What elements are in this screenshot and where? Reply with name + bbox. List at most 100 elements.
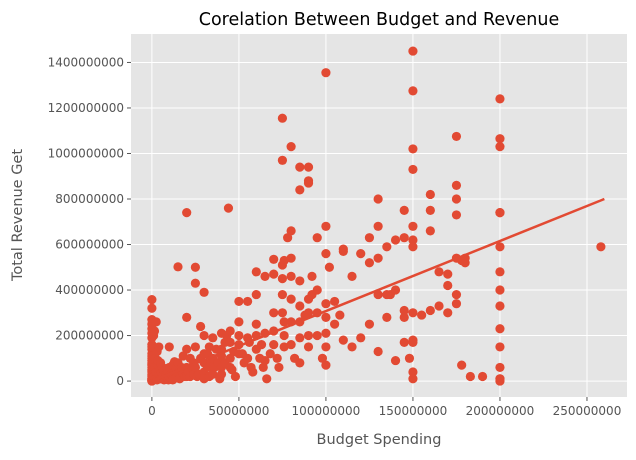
data-points	[147, 46, 606, 386]
scatter-point	[303, 162, 314, 172]
scatter-point	[303, 308, 314, 318]
scatter-point	[295, 162, 305, 172]
scatter-point	[495, 342, 505, 352]
scatter-point	[272, 353, 282, 363]
scatter-point	[321, 221, 331, 231]
scatter-point	[277, 308, 288, 318]
scatter-point	[251, 289, 261, 300]
scatter-point	[182, 344, 192, 354]
regression-line	[151, 197, 605, 383]
scatter-point	[338, 244, 348, 254]
scatter-point	[303, 342, 314, 352]
scatter-point	[196, 321, 206, 332]
scatter-point	[434, 301, 444, 311]
scatter-point	[321, 328, 331, 338]
scatter-point	[408, 86, 418, 96]
scatter-point	[230, 371, 241, 382]
scatter-point	[225, 326, 235, 336]
scatter-point	[330, 319, 340, 329]
scatter-point	[279, 330, 289, 341]
regression-line-group	[151, 197, 605, 383]
scatter-point	[243, 353, 253, 363]
scatter-point	[269, 269, 279, 279]
scatter-point	[399, 205, 409, 215]
scatter-point	[190, 342, 200, 352]
scatter-point	[279, 342, 289, 352]
scatter-point	[408, 374, 418, 384]
scatter-point	[495, 301, 505, 311]
scatter-point	[265, 349, 275, 359]
scatter-point	[190, 278, 200, 288]
scatter-point	[408, 164, 418, 175]
scatter-point	[434, 267, 444, 277]
scatter-point	[223, 203, 234, 213]
scatter-point	[495, 324, 505, 334]
scatter-point	[312, 330, 322, 341]
scatter-point	[279, 255, 289, 266]
scatter-point	[260, 271, 270, 281]
scatter-point	[451, 289, 462, 300]
scatter-point	[216, 369, 227, 379]
scatter-point	[425, 226, 435, 236]
scatter-point	[596, 242, 606, 252]
scatter-point	[373, 346, 383, 357]
x-tick-label: 50000000	[208, 404, 269, 418]
scatter-point	[495, 94, 505, 104]
scatter-point	[335, 310, 345, 320]
scatter-point	[399, 233, 409, 243]
scatter-point	[347, 342, 357, 352]
y-tick-label: 600000000	[55, 238, 124, 252]
scatter-point	[283, 233, 293, 243]
scatter-point	[149, 326, 160, 336]
scatter-point	[408, 242, 418, 252]
x-axis-label: Budget Spending	[317, 432, 442, 448]
scatter-point	[408, 221, 418, 231]
scatter-point	[199, 287, 209, 297]
scatter-point	[408, 144, 418, 154]
scatter-point	[295, 276, 305, 286]
scatter-point	[173, 262, 183, 272]
scatter-point	[390, 355, 401, 366]
scatter-point	[269, 254, 279, 264]
x-tick-label: 200000000	[466, 404, 535, 418]
scatter-point	[269, 340, 279, 350]
scatter-point	[204, 342, 214, 352]
scatter-point	[495, 142, 505, 152]
scatter-point	[338, 335, 348, 345]
scatter-point	[286, 142, 296, 152]
scatter-point	[234, 330, 244, 341]
scatter-point	[321, 312, 331, 322]
y-tick-label: 200000000	[55, 329, 124, 343]
scatter-point	[443, 269, 453, 279]
scatter-point	[408, 308, 418, 318]
scatter-point	[399, 337, 409, 347]
scatter-point	[443, 280, 453, 291]
scatter-point	[190, 262, 200, 272]
scatter-point	[303, 178, 314, 188]
scatter-point	[364, 319, 375, 329]
scatter-point	[286, 253, 296, 263]
scatter-point	[295, 301, 305, 311]
scatter-point	[277, 289, 288, 300]
scatter-point	[373, 253, 383, 263]
scatter-point	[295, 358, 305, 368]
scatter-point	[390, 285, 401, 295]
y-axis-label: Total Revenue Get	[10, 149, 26, 282]
x-tick-label: 150000000	[379, 404, 448, 418]
scatter-point	[227, 365, 237, 375]
plot-background	[131, 34, 627, 397]
scatter-point	[457, 360, 467, 370]
scatter-point	[495, 242, 505, 252]
scatter-point	[269, 308, 279, 318]
scatter-point	[251, 319, 261, 329]
scatter-point	[277, 274, 288, 284]
scatter-point	[248, 367, 258, 377]
scatter-point	[408, 337, 418, 347]
scatter-point	[286, 294, 296, 304]
scatter-point	[324, 262, 334, 272]
scatter-point	[286, 340, 296, 350]
scatter-point	[147, 303, 157, 313]
scatter-point	[425, 305, 435, 316]
y-tick-label: 1200000000	[48, 101, 124, 115]
